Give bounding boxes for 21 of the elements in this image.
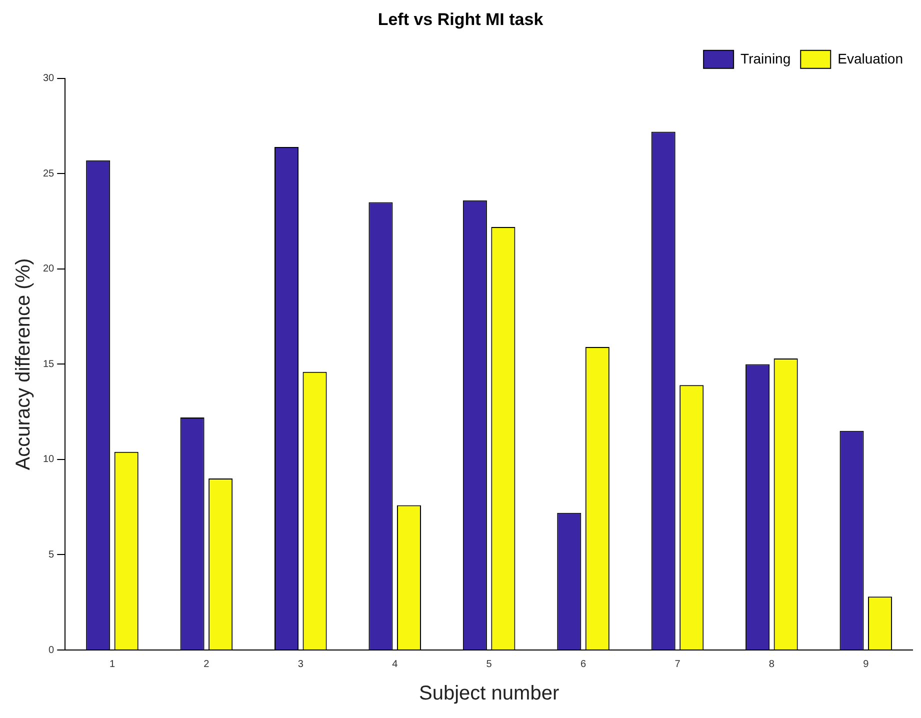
x-tick-label: 7	[674, 658, 681, 670]
x-tick-label: 9	[863, 658, 870, 670]
x-tick-label: 6	[580, 658, 586, 670]
legend-label: Evaluation	[838, 50, 904, 66]
x-tick-label: 3	[298, 658, 304, 670]
y-tick-label: 0	[48, 644, 55, 656]
x-tick-label: 1	[109, 658, 116, 670]
chart-title: Left vs Right MI task	[378, 10, 544, 29]
legend-label: Training	[740, 50, 791, 66]
y-tick-label: 10	[43, 454, 55, 466]
y-tick-label: 15	[43, 358, 55, 370]
y-tick-label: 5	[48, 549, 55, 560]
x-tick-label: 2	[204, 658, 210, 670]
x-axis-title: Subject number	[419, 682, 560, 705]
y-axis-title: Accuracy difference (%)	[12, 258, 35, 470]
x-tick-label: 4	[392, 658, 398, 670]
y-tick-label: 25	[43, 168, 55, 180]
x-tick-label: 8	[768, 658, 775, 670]
x-tick-label: 5	[486, 658, 492, 670]
y-tick-label: 20	[43, 264, 55, 275]
y-tick-label: 30	[43, 73, 55, 84]
